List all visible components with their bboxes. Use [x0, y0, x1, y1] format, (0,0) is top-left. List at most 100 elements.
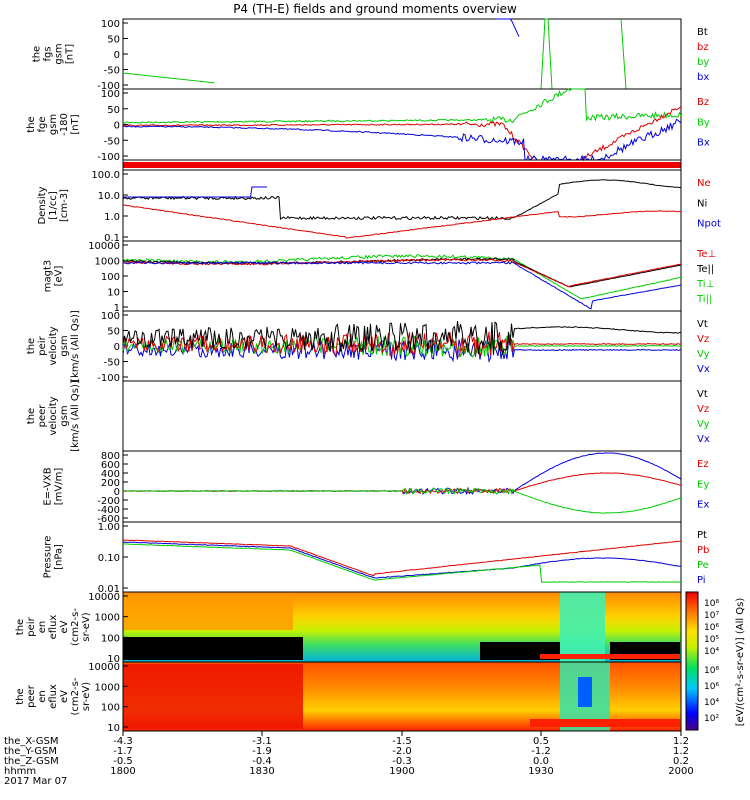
footer-tick-label: -1.9 [252, 746, 272, 757]
ylabel-line: magt3 [43, 260, 54, 293]
trace-Ni [122, 179, 681, 221]
legend-Ey: Ey [697, 479, 709, 490]
panel-7: the peer velocity gsm [km/s (All Qs)] Vt Vz Vy V… [26, 380, 710, 452]
trace-bx [495, 18, 520, 37]
ytick-label: 10 [107, 654, 120, 665]
legend-Vy: Vy [697, 419, 710, 430]
legend-Npot: Npot [697, 219, 721, 230]
legend-Ne: Ne [697, 178, 711, 189]
ytick-label: 50 [107, 105, 120, 116]
ytick-label: 100 [101, 311, 120, 322]
ylabel-line: sr-eV) [81, 682, 92, 711]
spectrogram-blue-core [578, 677, 592, 707]
figure-title: P4 (TH-E) fields and ground moments over… [233, 2, 517, 16]
legend-Ni: Ni [697, 198, 707, 209]
footer-tick-label: -4.3 [113, 736, 133, 747]
ytick-label: -100 [97, 81, 120, 92]
ytick-label: 0.1 [104, 233, 120, 244]
ytick-label: 1.0 [104, 212, 120, 223]
ylabel-line: [km/s (All Qs)] [70, 380, 81, 452]
panel-frame [122, 521, 682, 593]
ytick-label: 10000 [88, 662, 120, 673]
status-bar [123, 162, 681, 168]
footer-row-label: the_Z-GSM [4, 756, 59, 767]
panel-frame [122, 450, 682, 523]
panel-3 [122, 159, 682, 171]
panel-11: 10000 1000 100 10 the peer en eflux eV (cm2-s-sr-… [15, 661, 682, 734]
spectrogram-red-region [123, 664, 303, 729]
trace-Pe [122, 543, 682, 583]
legend-Pt: Pt [697, 530, 707, 541]
ylabel-line: eflux [48, 684, 59, 709]
ytick-label: -600 [97, 514, 120, 525]
trace-By [122, 88, 682, 125]
footer-row-label: 2017 Mar 07 [4, 776, 67, 787]
ytick-label: -200 [97, 496, 120, 507]
ylabel-line: eflux [48, 615, 59, 640]
panel-5: 10000 1000 100 10 1 magt3 [eV] Te⊥ Te|| Ti⊥ Ti|| [43, 240, 716, 314]
footer-tick-label: 1.2 [673, 746, 689, 757]
footer-tick-label: -1.5 [392, 736, 412, 747]
ylabel-line: sr-eV) [81, 612, 92, 641]
legend-Vt: Vt [697, 319, 708, 330]
trace-Bz [122, 106, 682, 161]
ylabel-line: gsm [59, 335, 70, 356]
ytick-label: 200 [101, 478, 120, 489]
colorbar-tick: 10⁶ [704, 623, 719, 633]
footer-tick-label: 0.5 [533, 736, 549, 747]
ytick-label: 0.01 [98, 584, 120, 595]
ylabel-line: en [37, 690, 48, 703]
ylabel-line: -180 [59, 113, 70, 136]
ytick-label: -50 [104, 358, 120, 369]
trace-Ti [122, 253, 682, 300]
footer-tick-label: -1.2 [531, 746, 551, 757]
footer-row-label: hhmm [4, 766, 36, 777]
ytick-label: 10000 [88, 592, 120, 603]
colorbar-tick: 10⁸ [704, 666, 719, 676]
trace-by [122, 72, 215, 84]
ylabel-line: (cm2-s- [70, 677, 81, 715]
ytick-label: 100 [101, 633, 120, 644]
ylabel-line: gsm [54, 43, 65, 64]
ylabel-line: [eV] [54, 266, 65, 287]
footer-tick-label: -3.1 [252, 736, 272, 747]
ylabel-line: eV [59, 690, 70, 703]
trace-Npot [123, 186, 267, 198]
legend-Vz: Vz [697, 404, 709, 415]
ylabel-line: E=-VXB [43, 467, 54, 505]
footer-tick-label: 1900 [389, 766, 414, 777]
legend-Ex: Ex [697, 500, 709, 511]
footer-tick-label: 1830 [249, 766, 274, 777]
trace-Ne [122, 204, 682, 239]
colorbar-tick: 10⁸ [704, 599, 719, 609]
legend-Pb: Pb [697, 545, 709, 556]
ylabel-line: fge [37, 116, 48, 132]
ytick-label: -400 [97, 505, 120, 516]
legend-Bx: Bx [697, 138, 710, 149]
ytick-label: 100 [101, 703, 120, 714]
spectrogram-red-band [540, 654, 680, 659]
ytick-label: 1.00 [98, 522, 120, 533]
ylabel-line: [nPa] [54, 544, 65, 570]
legend-Vx: Vx [697, 434, 710, 445]
footer-tick-label: -1.7 [113, 746, 133, 757]
traces-3 [122, 179, 682, 239]
traces-7 [122, 452, 682, 514]
legend-Vz: Vz [697, 334, 709, 345]
footer-tick-label: 1800 [110, 766, 135, 777]
legend-Ti⊥: Ti⊥ [696, 279, 714, 290]
ylabel-line: the [26, 338, 37, 354]
ylabel-line: gsm [59, 405, 70, 426]
ylabel-line: gsm [48, 114, 59, 135]
ylabel-line: [1/cc] [48, 191, 59, 220]
panel-1: 100 50 0 -50 -100 the fgs gsm [nT] Bt bz by bx [32, 18, 709, 92]
ylabel-line: (cm2-s- [70, 608, 81, 646]
panel-2: 100 50 0 -50 -100 the fge gsm -180 [nT] Bz By Bx [26, 88, 710, 163]
trace-Bx [122, 118, 682, 162]
ylabel-line: peer [26, 684, 37, 708]
legend-Ez: Ez [697, 459, 709, 470]
trace-Ti-perp [122, 261, 682, 310]
ytick-label: 100 [101, 89, 120, 100]
colorbar-tick: 10⁴ [704, 698, 719, 708]
